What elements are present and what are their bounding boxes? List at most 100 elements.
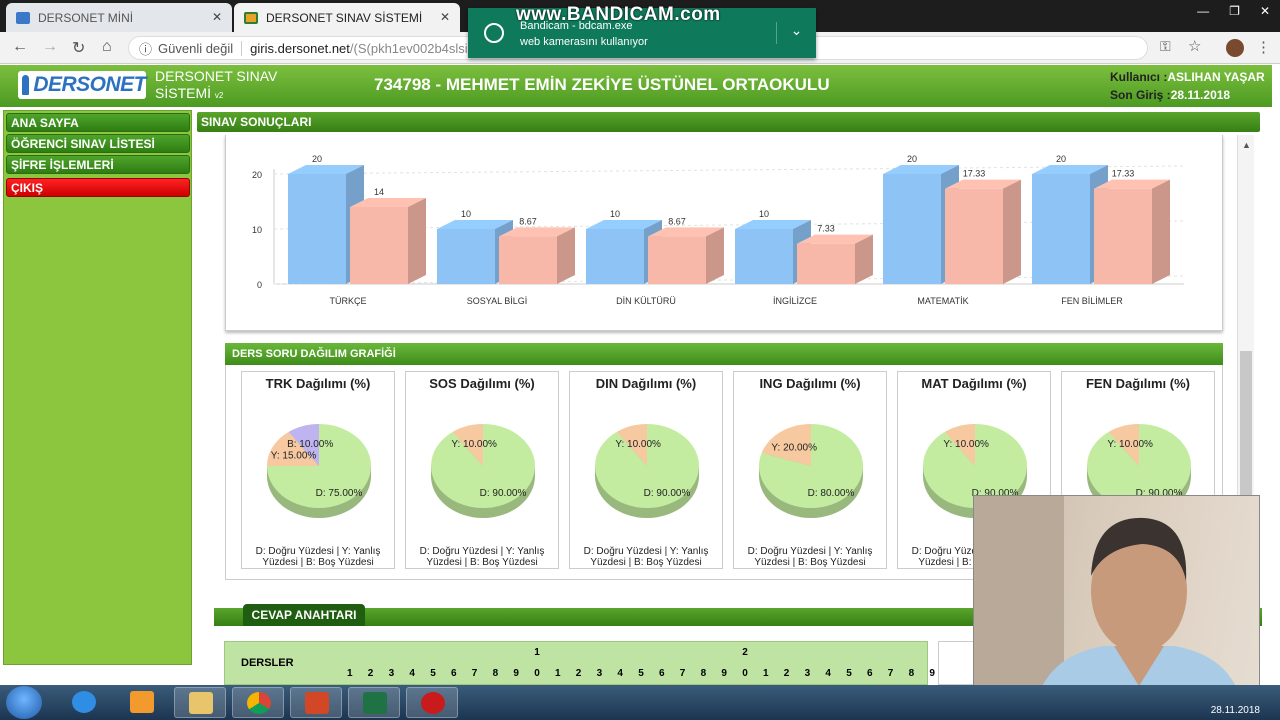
x-tick-label: DİN KÜLTÜRÜ (616, 296, 676, 306)
tab-title: DERSONET SINAV SİSTEMİ (266, 10, 423, 25)
pie-chart-box: TRK Dağılımı (%) B: 10.00% Y: 15.00% D: 75.… (241, 371, 395, 569)
bar-front (288, 174, 346, 284)
logo-figure-icon (22, 75, 30, 95)
pie-slice (923, 424, 1027, 508)
powerpoint-icon[interactable] (290, 687, 342, 718)
minimize-icon[interactable]: — (1197, 4, 1210, 18)
bar-front (586, 229, 644, 284)
bar-front (945, 188, 1003, 284)
bar-side (557, 227, 575, 284)
pie-chart-title: SOS Dağılımı (%) (429, 376, 535, 391)
chevron-down-icon[interactable]: ⌄ (776, 22, 816, 44)
bandicam-notification: Bandicam - bdcam.exe web kamerasını kull… (468, 8, 816, 58)
pie-slice-label: Y: 20.00% (771, 442, 817, 453)
pie-slice-label: Y: 10.00% (451, 439, 497, 450)
forward-icon[interactable]: → (42, 38, 58, 55)
pie-chart: B: 10.00%Y: 15.00% D: 75.00% (267, 424, 371, 518)
question-number: 7 (471, 668, 478, 679)
last-login-date: 28.11.2018 (1170, 88, 1231, 102)
bar-data-label: 10 (610, 209, 620, 219)
bar-side (855, 234, 873, 284)
page-title: 734798 - MEHMET EMİN ZEKİYE ÜSTÜNEL ORTA… (374, 75, 830, 94)
pie-slice-label: D: 75.00% (316, 488, 363, 499)
bandicam-icon[interactable] (406, 687, 458, 718)
scroll-up-icon[interactable]: ▲ (1242, 140, 1251, 150)
pie-slice-label: D: 90.00% (972, 488, 1019, 499)
pie-chart: Y: 10.00% D: 90.00% (595, 424, 699, 518)
user-label: Kullanıcı : (1110, 70, 1168, 84)
question-number: 4 (409, 668, 415, 679)
tab-dersonet-sinav[interactable]: DERSONET SINAV SİSTEMİ ✕ (234, 3, 460, 32)
bandicam-watermark: www.BANDICAM.com (516, 4, 721, 25)
bookmark-star-icon[interactable]: ☆ (1188, 38, 1202, 55)
tab-cevap-anahtari[interactable]: CEVAP ANAHTARI (243, 604, 365, 626)
close-window-icon[interactable]: ✕ (1259, 4, 1270, 18)
bar-front (437, 229, 495, 284)
answer-key-side-box (938, 641, 978, 685)
app-header: DERSONET DERSONET SINAV SİSTEMİ v2 73479… (0, 65, 1272, 107)
bar-top (350, 198, 426, 207)
x-tick-label: İNGİLİZCE (773, 296, 817, 306)
info-icon[interactable]: ⓘ (139, 41, 153, 57)
pie-slice-label: Y: 10.00% (1107, 439, 1153, 450)
pie-slice (267, 432, 319, 466)
bar-top (797, 234, 873, 244)
close-tab-icon[interactable]: ✕ (439, 10, 450, 24)
question-number: 1 (763, 668, 769, 679)
scroll-thumb[interactable] (1240, 351, 1252, 501)
pie-slice-label: D: 80.00% (808, 488, 855, 499)
bar-data-label: 17.33 (1112, 169, 1135, 179)
maximize-icon[interactable]: ❐ (1229, 4, 1240, 18)
bar-data-label: 14 (374, 187, 384, 197)
bar-data-label: 20 (1056, 154, 1066, 164)
pie-chart: Y: 20.00% D: 80.00% (759, 424, 863, 518)
pie-slice (759, 424, 863, 508)
pie-charts-area: TRK Dağılımı (%) B: 10.00% Y: 15.00% D: 75.… (225, 365, 1223, 580)
bar-top (288, 165, 364, 174)
pie-chart-legend: D: Doğru Yüzdesi | Y: Yanlış Yüzdesi | B… (419, 546, 545, 568)
media-player-icon[interactable] (116, 687, 168, 718)
logo-text: DERSONET (33, 73, 146, 96)
back-icon[interactable]: ← (12, 38, 28, 55)
sidebar-item-sifre-islemleri[interactable]: ŞİFRE İŞLEMLERİ (6, 155, 190, 174)
x-tick-label: MATEMATİK (917, 296, 968, 306)
excel-icon[interactable] (348, 687, 400, 718)
section-header: SINAV SONUÇLARI (197, 112, 1260, 132)
y-tick-label: 0 (257, 280, 262, 290)
bar-top (586, 220, 662, 229)
security-status: Güvenli değil (158, 40, 243, 56)
start-button-icon[interactable] (6, 686, 42, 719)
bar-top (735, 220, 811, 229)
question-number: 5 (430, 668, 436, 679)
tab-dersonet-mini[interactable]: DERSONET MİNİ ✕ (6, 3, 232, 32)
reload-icon[interactable]: ↻ (72, 40, 86, 57)
sidebar-item-ana-sayfa[interactable]: ANA SAYFA (6, 113, 190, 132)
key-icon[interactable]: ⚿ (1160, 38, 1171, 54)
bar-front (735, 229, 793, 284)
bar-data-label: 20 (907, 154, 917, 164)
home-icon[interactable]: ⌂ (102, 38, 112, 55)
url-path: /(S(pkh1ev002b4slsi (349, 40, 468, 56)
file-explorer-icon[interactable] (174, 687, 226, 718)
answer-key-table: DERSLER 12345678901234567890123456789012… (224, 641, 956, 685)
dersonet-logo[interactable]: DERSONET (18, 71, 146, 99)
bar-chart: 0 10 20 20 14 TÜRKÇE 10 8.67 SOSYAL BİLGİ 10 8.67 D… (252, 154, 1185, 306)
sidebar-item-ogrenci-sinav-listesi[interactable]: ÖĞRENCİ SINAV LİSTESİ (6, 134, 190, 153)
webcam-feed (973, 495, 1260, 710)
internet-explorer-icon[interactable] (58, 687, 110, 718)
question-number: 2 (783, 668, 790, 679)
close-tab-icon[interactable]: ✕ (211, 10, 222, 24)
webcam-icon (484, 23, 504, 43)
row-label: DERSLER (241, 657, 294, 669)
pie-slice-label: Y: 15.00% (271, 451, 317, 462)
y-tick-label: 20 (252, 170, 262, 180)
question-number: 0 (742, 668, 748, 679)
question-number: 7 (679, 668, 686, 679)
sidebar-item-cikis[interactable]: ÇIKIŞ (6, 178, 190, 197)
profile-avatar[interactable] (1226, 39, 1244, 57)
bar-front (1032, 174, 1090, 284)
pie-slice (761, 424, 811, 466)
menu-dots-icon[interactable]: ⋮ (1256, 39, 1271, 56)
chrome-icon[interactable] (232, 687, 284, 718)
x-tick-label: TÜRKÇE (329, 296, 366, 306)
